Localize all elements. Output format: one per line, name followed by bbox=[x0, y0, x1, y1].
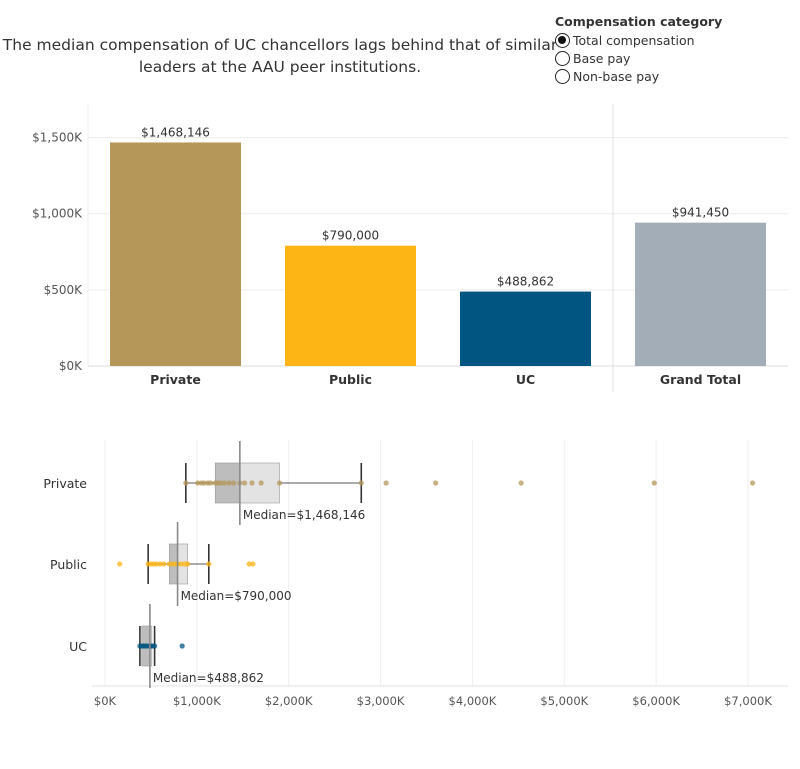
option-non-base-pay[interactable]: Non-base pay bbox=[555, 67, 722, 85]
data-point bbox=[231, 480, 237, 486]
data-point bbox=[218, 480, 224, 486]
bar-y-tick-label: $1,500K bbox=[32, 131, 83, 145]
data-point bbox=[166, 561, 172, 567]
data-point bbox=[195, 480, 201, 486]
data-point bbox=[157, 561, 163, 567]
box-x-tick-label: $0K bbox=[94, 694, 117, 708]
radio-icon[interactable] bbox=[555, 32, 570, 48]
radio-icon[interactable] bbox=[555, 50, 570, 66]
box-category-label: Private bbox=[43, 476, 87, 491]
data-point bbox=[161, 561, 167, 567]
bar-category-label: UC bbox=[516, 372, 535, 387]
data-point bbox=[518, 480, 524, 486]
box-x-tick-label: $3,000K bbox=[357, 694, 405, 708]
box-x-tick-label: $4,000K bbox=[449, 694, 497, 708]
data-point bbox=[246, 561, 252, 567]
box-x-tick-label: $2,000K bbox=[265, 694, 313, 708]
chart-title: The median compensation of UC chancellor… bbox=[2, 36, 558, 76]
bar-value-label: $790,000 bbox=[322, 229, 379, 243]
data-point bbox=[383, 480, 389, 486]
data-point bbox=[250, 561, 256, 567]
bar-y-tick-label: $1,000K bbox=[32, 207, 83, 221]
radio-icon[interactable] bbox=[555, 68, 570, 84]
data-point bbox=[206, 561, 212, 567]
data-point bbox=[153, 561, 160, 567]
data-point bbox=[170, 561, 176, 567]
box-category-label: Public bbox=[50, 557, 87, 572]
data-point bbox=[208, 480, 214, 486]
data-point bbox=[258, 480, 264, 486]
bar-uc bbox=[460, 291, 591, 366]
data-point bbox=[185, 561, 191, 567]
data-point bbox=[749, 480, 756, 486]
option-total-compensation[interactable]: Total compensation bbox=[555, 31, 722, 49]
data-point bbox=[651, 480, 657, 486]
bar-category-label: Private bbox=[150, 372, 201, 387]
data-point bbox=[178, 561, 184, 567]
bar-grand-total bbox=[635, 222, 766, 366]
box-x-tick-label: $7,000K bbox=[724, 694, 772, 708]
box-x-tick-label: $6,000K bbox=[632, 694, 680, 708]
bar-category-label: Public bbox=[329, 372, 372, 387]
compensation-category-legend: Compensation category Total compensation… bbox=[555, 14, 722, 85]
option-label: Base pay bbox=[573, 50, 631, 66]
bar-value-label: $941,450 bbox=[672, 206, 729, 220]
data-point bbox=[226, 480, 232, 486]
median-label: Median=$488,862 bbox=[153, 671, 264, 685]
median-label: Median=$1,468,146 bbox=[243, 508, 365, 522]
bar-y-tick-label: $0K bbox=[59, 359, 83, 373]
bar-value-label: $488,862 bbox=[497, 275, 554, 289]
data-point bbox=[117, 561, 123, 567]
legend-title: Compensation category bbox=[555, 14, 723, 29]
box-category-label: UC bbox=[69, 639, 87, 654]
data-point bbox=[183, 480, 189, 486]
data-point bbox=[242, 480, 248, 486]
data-point bbox=[276, 480, 283, 486]
bar-public bbox=[285, 245, 416, 366]
median-label: Median=$790,000 bbox=[181, 589, 292, 603]
data-point bbox=[358, 480, 364, 486]
data-point bbox=[179, 643, 185, 649]
data-point bbox=[221, 480, 228, 486]
option-label: Total compensation bbox=[573, 32, 695, 48]
option-label: Non-base pay bbox=[573, 68, 660, 84]
data-point bbox=[201, 480, 207, 486]
bar-y-tick-label: $500K bbox=[44, 283, 84, 297]
option-base-pay[interactable]: Base pay bbox=[555, 49, 722, 67]
data-point bbox=[433, 480, 439, 486]
box-x-tick-label: $1,000K bbox=[173, 694, 221, 708]
data-point bbox=[152, 643, 158, 649]
bar-private bbox=[110, 142, 241, 366]
box-x-tick-label: $5,000K bbox=[540, 694, 588, 708]
bar-value-label: $1,468,146 bbox=[141, 125, 210, 139]
data-point bbox=[249, 480, 255, 486]
bar-category-label: Grand Total bbox=[660, 372, 741, 387]
